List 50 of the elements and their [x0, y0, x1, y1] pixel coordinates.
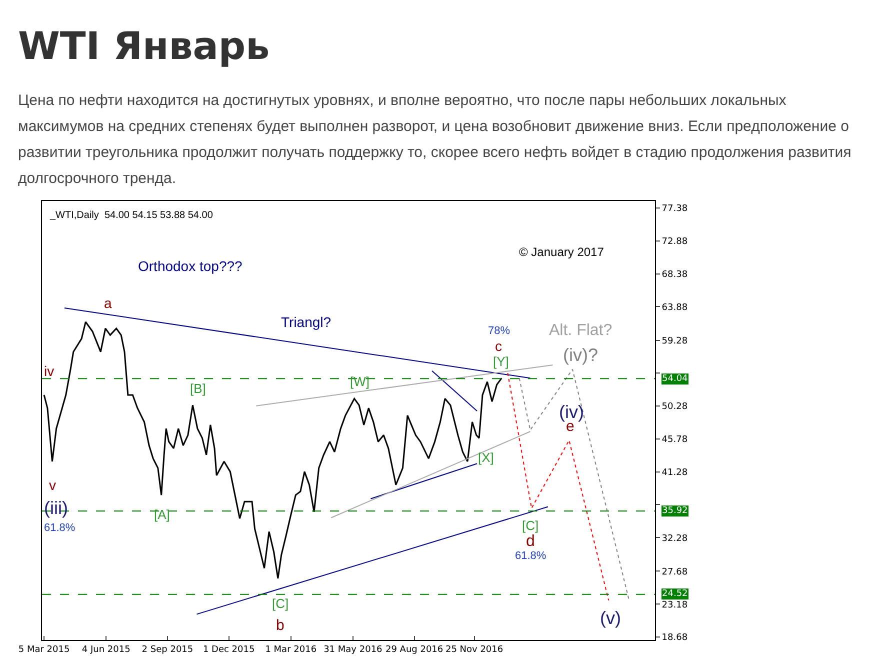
annotation: [A]	[154, 507, 170, 522]
annotation: iv	[44, 363, 54, 379]
x-tick-label: 2 Sep 2015	[142, 644, 194, 655]
y-tick-label: 59.28	[662, 336, 688, 346]
x-tick-label: 4 Jun 2015	[82, 644, 130, 655]
y-tick-label: 77.38	[662, 204, 688, 214]
y-tick-label: 41.28	[662, 468, 688, 478]
annotation: v	[49, 477, 56, 493]
y-tick-label: 45.78	[662, 435, 688, 446]
annotation: 78%	[488, 325, 510, 337]
y-tick-label: 23.18	[662, 600, 688, 610]
x-tick-label: 1 Mar 2016	[265, 644, 317, 655]
x-tick-label: 5 Mar 2015	[18, 644, 70, 655]
y-tick-label: 72.88	[662, 237, 688, 248]
y-tick-label: 68.38	[662, 270, 688, 280]
annotation: [Y]	[493, 354, 509, 369]
annotation: 61.8%	[515, 550, 546, 562]
annotation: b	[276, 617, 284, 634]
annotation: a	[104, 295, 112, 311]
y-tick-label: 63.88	[662, 302, 688, 313]
ref-line-label: 24.52	[662, 589, 688, 599]
y-tick-label: 50.28	[662, 402, 688, 412]
ref-line-label: 54.04	[662, 374, 688, 384]
x-tick-label: 31 May 2016	[324, 644, 383, 655]
x-tick-label: 29 Aug 2016	[385, 644, 444, 655]
x-tick-label: 25 Nov 2016	[445, 644, 504, 655]
annotation: d	[526, 533, 535, 550]
annotation: Orthodox top???	[138, 258, 243, 274]
annotation: _WTI,Daily 54.00 54.15 53.88 54.00	[49, 210, 214, 221]
x-tick-label: 1 Dec 2015	[202, 644, 255, 655]
annotation: [B]	[190, 381, 206, 396]
annotation: [W]	[350, 374, 370, 389]
chart-title: WTI Январь	[18, 24, 270, 68]
y-tick-label: 32.28	[662, 534, 688, 544]
ref-line-label: 35.92	[662, 506, 688, 516]
annotation: [C]	[272, 596, 289, 611]
annotation: (iii)	[44, 498, 68, 518]
annotation: Triangl?	[281, 314, 332, 330]
y-tick-label: 27.68	[662, 567, 688, 578]
y-tick-label: 18.68	[662, 633, 688, 644]
annotation: Alt. Flat?	[549, 322, 612, 339]
annotation: © January 2017	[519, 245, 604, 259]
annotation: 61.8%	[44, 522, 76, 534]
line-series	[507, 372, 610, 601]
chart-subtitle: Цена по нефти находится на достигнутых уровнях, и вполне вероятно, что после пары небольших локальных максимумов на средних степенях будет выполнен разворот, и цена возобновит движение вниз. Если предположение о развитии треугольника продолжит получать поддержку то, скорее всего нефть войдет в стадию продолжения развития долгосрочного тренда.	[18, 91, 852, 189]
annotation: [C]	[522, 518, 539, 533]
annotation: (v)	[600, 608, 621, 628]
annotation: [X]	[478, 450, 494, 465]
annotation: (iv)?	[563, 345, 598, 365]
annotation: c	[495, 338, 502, 354]
